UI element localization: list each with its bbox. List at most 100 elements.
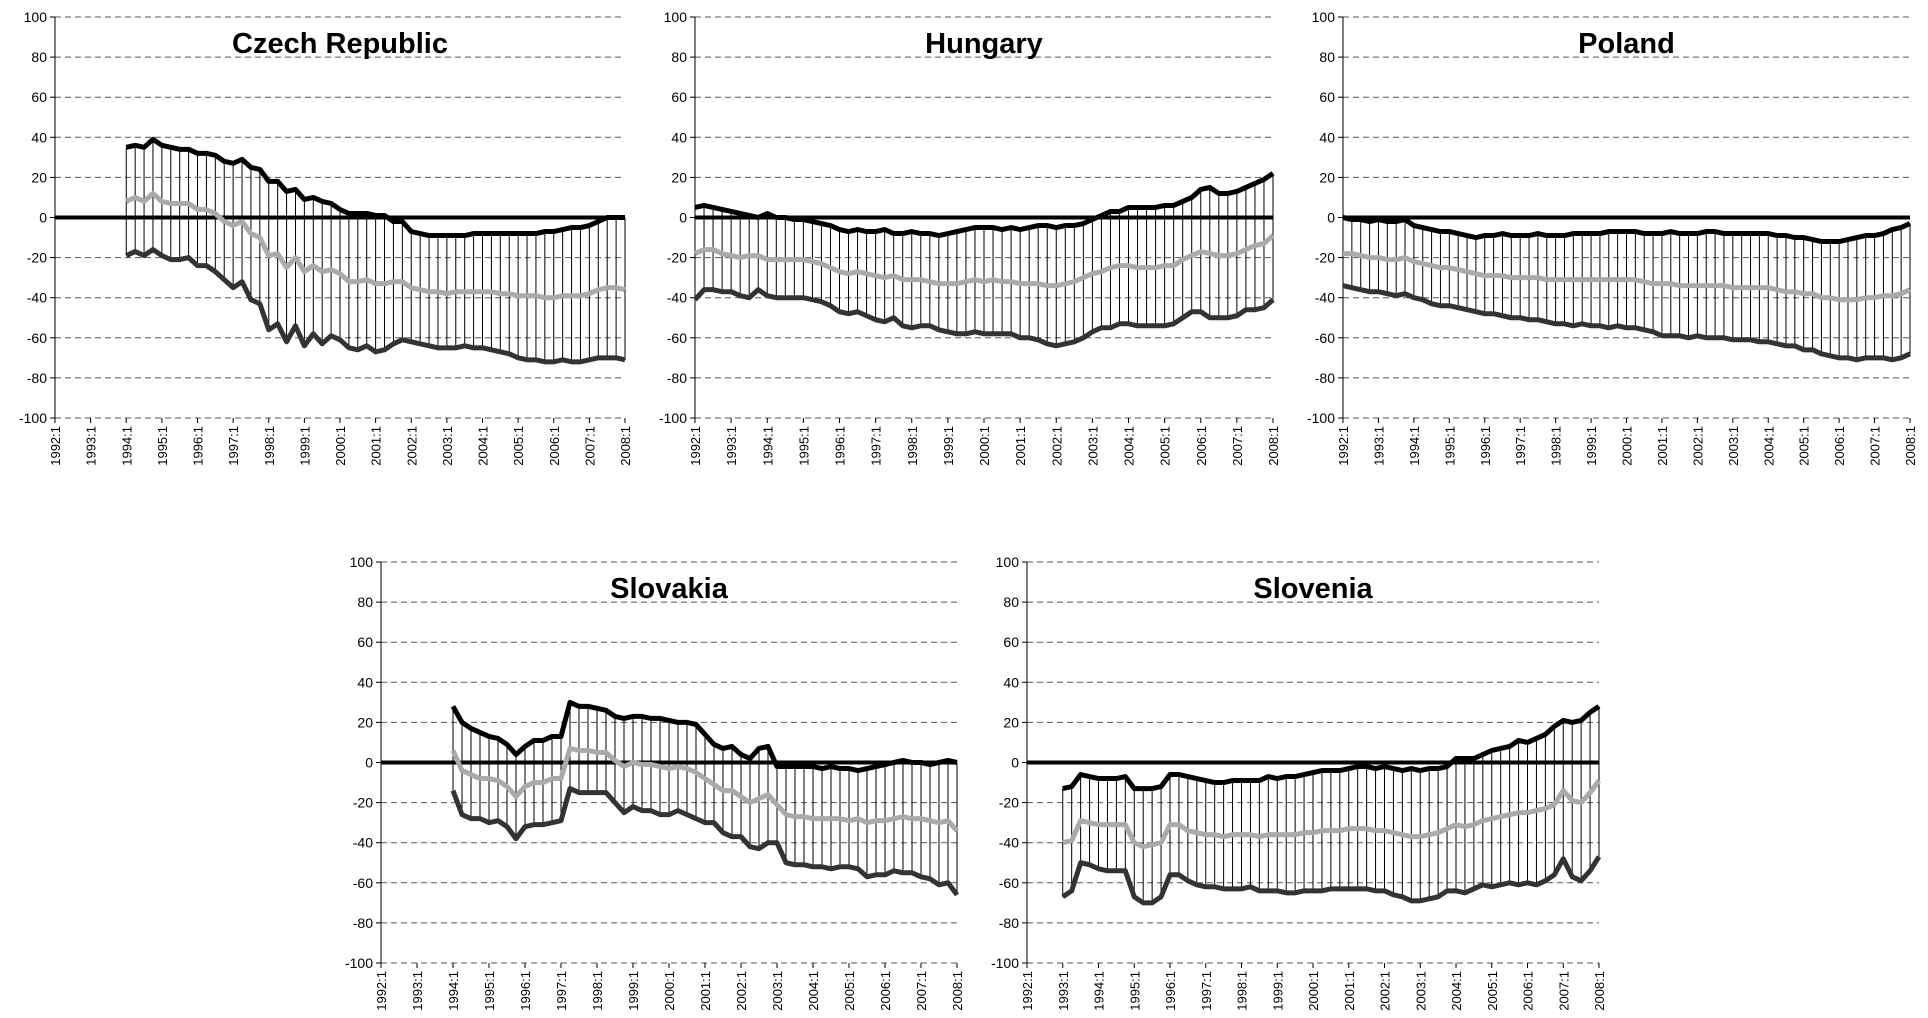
x-tick-label: 1998:1 (262, 426, 277, 466)
y-tick-label: -20 (353, 795, 373, 811)
y-tick-label: -60 (27, 330, 47, 346)
x-tick-label: 2003:1 (770, 971, 785, 1011)
x-tick-label: 1997:1 (1513, 426, 1528, 466)
y-tick-label: -100 (991, 955, 1019, 971)
y-tick-label: -80 (27, 370, 47, 386)
y-tick-label: -20 (999, 795, 1019, 811)
x-tick-label: 1995:1 (482, 971, 497, 1011)
x-tick-label: 2007:1 (1230, 426, 1245, 466)
y-tick-label: -20 (667, 250, 687, 266)
x-tick-label: 2003:1 (1085, 426, 1100, 466)
series-line (450, 786, 960, 897)
panel: -100 -80 -60 -40 -20 0 20 40 60 80 100 1992:1 1993:1… (991, 554, 1607, 1011)
x-tick-label: 2004:1 (806, 971, 821, 1011)
x-tick-label: 1993:1 (84, 426, 99, 466)
x-tick-label: 2001:1 (1342, 971, 1357, 1011)
x-tick-label: 2001:1 (1655, 426, 1670, 466)
x-tick-label: 2008:1 (1266, 426, 1281, 466)
x-tick-label: 1998:1 (905, 426, 920, 466)
x-tick-label: 1995:1 (155, 426, 170, 466)
x-tick-label: 1999:1 (941, 426, 956, 466)
series-line (125, 190, 626, 301)
x-tick-label: 1993:1 (1371, 426, 1386, 466)
panel: -100 -80 -60 -40 -20 0 20 40 60 80 100 1992:1 1993:1… (345, 554, 965, 1011)
y-tick-label: 20 (1003, 714, 1019, 730)
y-tick-label: 80 (357, 594, 373, 610)
x-tick-label: 1992:1 (688, 426, 703, 466)
x-tick-label: 2000:1 (333, 426, 348, 466)
x-tick-label: 1999:1 (297, 426, 312, 466)
chart-title: Czech Republic (232, 28, 448, 60)
y-tick-label: 20 (671, 169, 687, 185)
x-tick-label: 1992:1 (1020, 971, 1035, 1011)
series-line (125, 247, 626, 365)
x-tick-label: 2008:1 (1592, 971, 1607, 1011)
series-line (1343, 251, 1912, 303)
chart-title: Hungary (925, 28, 1043, 60)
x-tick-label: 2000:1 (977, 426, 992, 466)
y-tick-label: 40 (671, 129, 687, 145)
x-tick-label: 2005:1 (511, 426, 526, 466)
x-tick-label: 2006:1 (1194, 426, 1209, 466)
x-tick-label: 2005:1 (842, 971, 857, 1011)
series-line (450, 699, 958, 774)
x-tick-label: 2008:1 (1903, 426, 1918, 466)
y-tick-label: -100 (1307, 410, 1335, 426)
y-tick-label: 40 (1319, 129, 1335, 145)
series-line (125, 136, 625, 239)
x-tick-label: 2007:1 (582, 426, 597, 466)
x-tick-label: 1999:1 (1584, 426, 1599, 466)
y-tick-label: 40 (357, 674, 373, 690)
y-tick-label: 40 (1003, 674, 1019, 690)
y-tick-label: -40 (27, 290, 47, 306)
y-tick-label: 20 (1319, 169, 1335, 185)
x-tick-label: 2001:1 (369, 426, 384, 466)
series-line (1342, 215, 1912, 245)
y-tick-label: 80 (31, 49, 47, 65)
panel: -100 -80 -60 -40 -20 0 20 40 60 80 100 1992:1 1993:1… (1307, 9, 1918, 466)
y-tick-label: -80 (353, 915, 373, 931)
x-tick-label: 1999:1 (1270, 971, 1285, 1011)
x-tick-label: 1997:1 (1199, 971, 1214, 1011)
x-tick-label: 1993:1 (410, 971, 425, 1011)
y-tick-label: 20 (357, 714, 373, 730)
x-tick-label: 1994:1 (119, 426, 134, 466)
x-tick-label: 2007:1 (1556, 971, 1571, 1011)
x-tick-label: 2003:1 (1726, 426, 1741, 466)
x-tick-label: 1998:1 (590, 971, 605, 1011)
x-tick-label: 2002:1 (1378, 971, 1393, 1011)
x-tick-label: 2004:1 (1449, 971, 1464, 1011)
x-tick-label: 1997:1 (226, 426, 241, 466)
x-tick-label: 2003:1 (1413, 971, 1428, 1011)
x-tick-label: 1997:1 (869, 426, 884, 466)
panel: -100 -80 -60 -40 -20 0 20 40 60 80 100 1992:1 1993:1… (19, 9, 633, 466)
y-tick-label: -20 (1315, 250, 1335, 266)
y-tick-label: 0 (39, 210, 47, 226)
series-line (1342, 283, 1912, 363)
y-tick-label: -80 (667, 370, 687, 386)
y-tick-label: -40 (1315, 290, 1335, 306)
y-tick-label: 40 (31, 129, 47, 145)
x-tick-label: 1994:1 (1407, 426, 1422, 466)
x-tick-label: 2004:1 (1761, 426, 1776, 466)
series-line (693, 287, 1275, 349)
y-tick-label: 100 (350, 554, 374, 570)
y-tick-label: -60 (353, 875, 373, 891)
x-tick-label: 1997:1 (554, 971, 569, 1011)
x-tick-label: 1996:1 (518, 971, 533, 1011)
x-tick-label: 2003:1 (440, 426, 455, 466)
x-tick-label: 2000:1 (1306, 971, 1321, 1011)
y-tick-label: 60 (671, 89, 687, 105)
x-tick-label: 1998:1 (1235, 971, 1250, 1011)
y-tick-label: -100 (345, 955, 373, 971)
y-tick-label: 20 (31, 169, 47, 185)
x-tick-label: 1996:1 (1478, 426, 1493, 466)
chart-title: Poland (1578, 28, 1675, 60)
y-tick-label: -60 (1315, 330, 1335, 346)
x-tick-label: 1994:1 (446, 971, 461, 1011)
x-tick-label: 1996:1 (191, 426, 206, 466)
y-tick-label: -60 (999, 875, 1019, 891)
y-tick-label: 0 (679, 210, 687, 226)
y-tick-label: 100 (664, 9, 688, 25)
